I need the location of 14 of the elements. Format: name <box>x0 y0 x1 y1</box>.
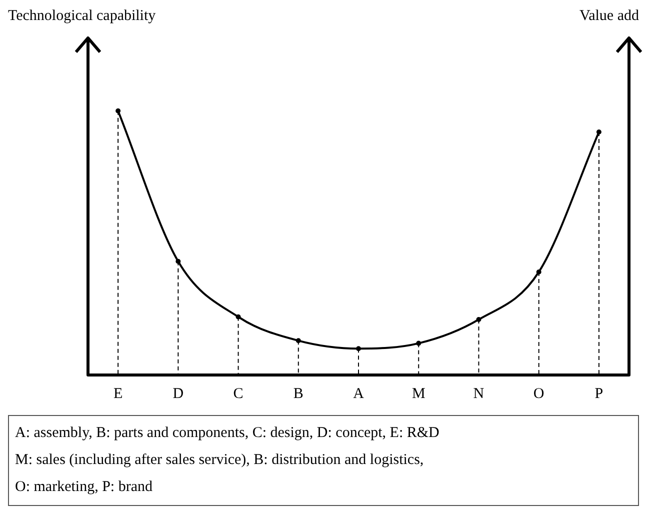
text: A: assembly, B: parts and components, C: design, D: concept, E: R&D <box>15 424 440 443</box>
x-tick-label: C <box>233 386 244 402</box>
text: M: sales (including after sales service), B: distribution and logistics, <box>15 451 425 470</box>
x-tick-label: E <box>113 386 123 402</box>
text: O: marketing, P: brand <box>15 478 154 497</box>
x-tick-label: D <box>172 386 184 402</box>
text: Value add <box>579 8 639 26</box>
text: Technological capability <box>8 8 156 26</box>
x-tick-label: P <box>594 386 604 402</box>
x-tick-label: N <box>473 386 484 402</box>
x-tick-label: B <box>293 386 304 402</box>
x-tick-label: M <box>412 386 426 402</box>
x-tick-label: O <box>533 386 544 402</box>
x-tick-label: A <box>353 386 364 402</box>
